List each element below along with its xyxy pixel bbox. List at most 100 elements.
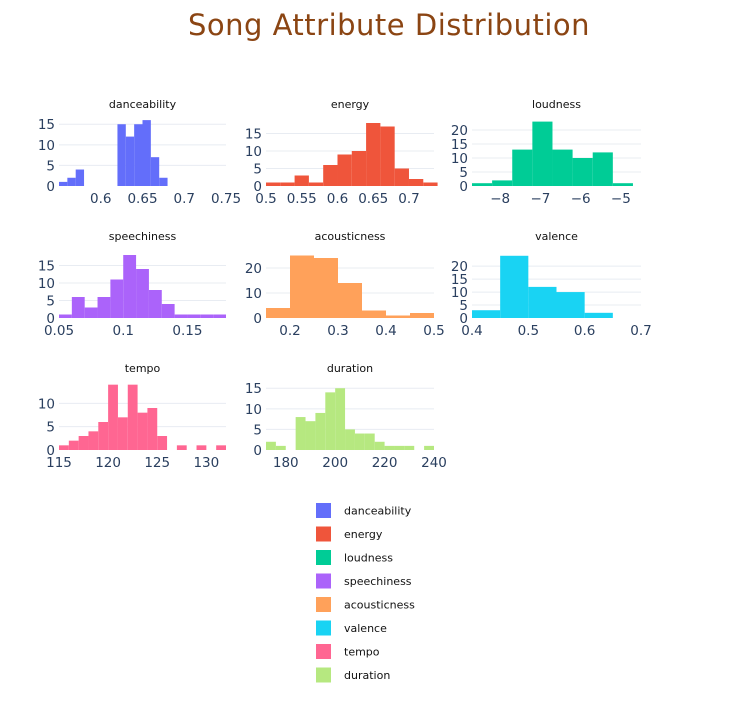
histogram-bar (134, 124, 143, 186)
x-tick-label: 0.4 (461, 323, 482, 339)
y-tick-label: 0 (253, 443, 262, 459)
y-tick-label: 0 (459, 311, 468, 327)
x-tick-label: 0.65 (358, 191, 388, 207)
histogram-bar (295, 417, 306, 450)
x-tick-label: 0.6 (574, 323, 595, 339)
y-tick-label: 20 (245, 261, 262, 277)
x-tick-label: −6 (571, 191, 591, 207)
legend-swatch-acousticness[interactable] (316, 597, 331, 612)
histogram-bar (294, 175, 309, 186)
legend: danceability energy loudness speechiness aco… (316, 503, 415, 683)
legend-label-energy[interactable]: energy (344, 528, 383, 541)
x-tick-label: 0.05 (44, 323, 74, 339)
histogram-bar (374, 441, 385, 450)
x-tick-label: 0.5 (518, 323, 539, 339)
y-tick-label: 20 (451, 123, 468, 139)
histogram-bar (84, 307, 98, 318)
x-tick-label: 125 (144, 455, 170, 471)
histogram-bar (290, 255, 314, 318)
y-tick-label: 5 (459, 298, 468, 314)
y-tick-label: 5 (459, 165, 468, 181)
histogram-bar (408, 179, 424, 186)
x-tick-label: −7 (530, 191, 550, 207)
subplot-title: duration (327, 362, 373, 375)
histogram-bar (345, 429, 355, 450)
histogram-bar (67, 177, 76, 186)
histogram-bar (423, 182, 438, 186)
histogram-bar (142, 120, 151, 186)
legend-swatch-energy[interactable] (316, 526, 331, 542)
histogram-bar (266, 441, 276, 450)
legend-swatch-danceability[interactable] (316, 503, 331, 518)
legend-label-speechiness[interactable]: speechiness (344, 575, 412, 588)
legend-swatch-loudness[interactable] (316, 550, 331, 565)
histogram-bar (213, 314, 226, 318)
histogram-bar (338, 283, 362, 318)
legend-swatch-tempo[interactable] (316, 644, 331, 659)
histogram-bar (110, 279, 124, 318)
page-title: Song Attribute Distribution (187, 8, 591, 42)
y-tick-label: 10 (245, 144, 262, 160)
subplot-acousticness: 0 10 20 0.2 0.3 0.4 0.5 acousticness (245, 230, 445, 339)
x-tick-label: 0.75 (211, 191, 241, 207)
x-tick-label: 0.6 (327, 191, 348, 207)
histogram-bar (147, 408, 158, 450)
histogram-bar (394, 445, 405, 450)
histogram-bar (386, 315, 410, 318)
histogram-bar (117, 417, 128, 450)
histogram-bar (335, 388, 346, 450)
histogram-bar (68, 440, 79, 450)
histogram-bar (280, 182, 295, 186)
histogram-bar (159, 177, 168, 186)
legend-label-loudness[interactable]: loudness (344, 552, 393, 565)
x-tick-label: 240 (421, 455, 447, 471)
x-tick-label: 200 (322, 455, 348, 471)
histogram-bar (380, 126, 395, 186)
histogram-bar (351, 151, 367, 186)
histogram-bar (157, 436, 168, 450)
histogram-bar (59, 314, 72, 318)
y-tick-label: 15 (245, 381, 262, 397)
y-tick-label: 10 (451, 151, 468, 167)
histogram-bar (108, 384, 118, 450)
y-tick-label: 15 (38, 259, 55, 275)
x-tick-label: 0.2 (279, 323, 300, 339)
y-tick-label: 5 (46, 294, 55, 310)
y-tick-label: 10 (451, 285, 468, 301)
histogram-bar (472, 310, 501, 318)
histogram-bar (532, 121, 553, 186)
histogram-bar (275, 445, 286, 450)
y-tick-label: 5 (46, 158, 55, 174)
y-tick-label: 15 (451, 272, 468, 288)
legend-label-acousticness[interactable]: acousticness (344, 599, 415, 612)
histogram-bar (71, 297, 85, 318)
x-tick-label: 0.1 (112, 323, 133, 339)
histogram-bar (472, 183, 493, 186)
histogram-bar (305, 421, 316, 450)
histogram-bar (196, 445, 207, 450)
histogram-bar (592, 152, 613, 186)
subplot-title: tempo (125, 362, 161, 375)
y-tick-label: 15 (38, 117, 55, 133)
histogram-bar (492, 180, 513, 186)
legend-label-duration[interactable]: duration (344, 669, 390, 682)
histogram-bar (384, 445, 395, 450)
subplot-tempo: 0 5 10 115 120 125 130 tempo (38, 362, 226, 471)
legend-label-valence[interactable]: valence (344, 622, 387, 635)
histogram-bar (410, 313, 434, 318)
subplot-title: danceability (109, 98, 177, 111)
x-tick-label: 0.7 (398, 191, 419, 207)
x-tick-label: 0.3 (327, 323, 348, 339)
histogram-bar (176, 445, 187, 450)
legend-label-danceability[interactable]: danceability (344, 505, 412, 518)
y-tick-label: 10 (245, 286, 262, 302)
legend-swatch-duration[interactable] (316, 667, 331, 683)
legend-label-tempo[interactable]: tempo (344, 646, 380, 659)
x-tick-label: 0.15 (172, 323, 202, 339)
legend-swatch-speechiness[interactable] (316, 573, 331, 589)
histogram-bar (512, 149, 533, 186)
y-tick-label: 10 (38, 276, 55, 292)
legend-swatch-valence[interactable] (316, 620, 331, 636)
